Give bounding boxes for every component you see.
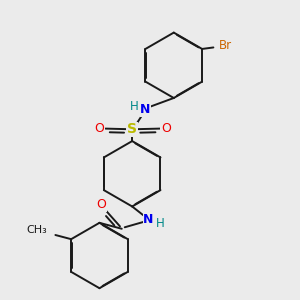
- Text: N: N: [143, 213, 154, 226]
- Text: S: S: [127, 122, 137, 136]
- Text: N: N: [140, 103, 151, 116]
- Text: O: O: [94, 122, 104, 135]
- Text: H: H: [155, 217, 164, 230]
- Text: O: O: [161, 122, 171, 135]
- Text: CH₃: CH₃: [27, 225, 47, 235]
- Text: H: H: [130, 100, 139, 113]
- Text: Br: Br: [218, 40, 232, 52]
- Text: O: O: [96, 198, 106, 211]
